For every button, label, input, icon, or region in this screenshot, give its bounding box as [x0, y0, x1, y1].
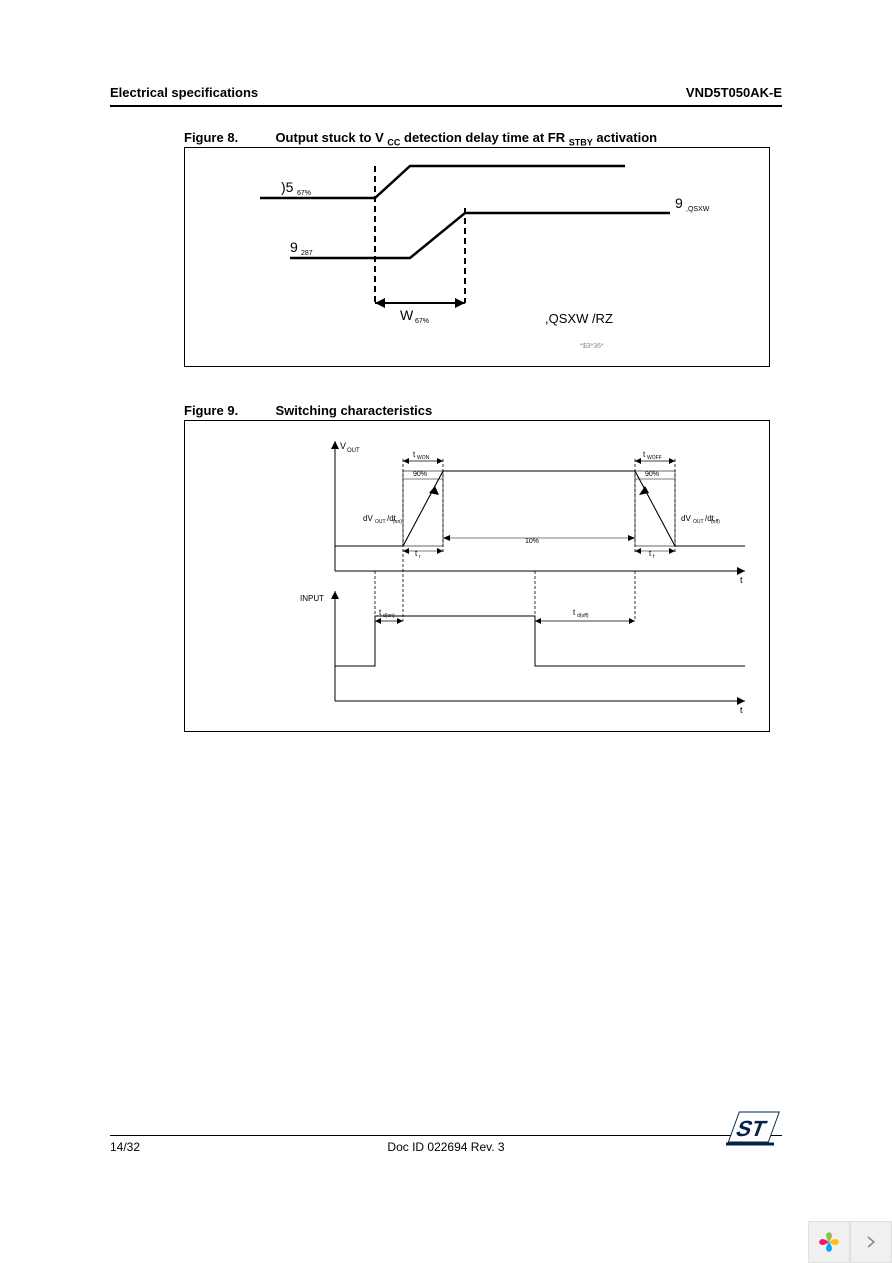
svg-text:t: t [573, 608, 576, 617]
figure9-text: Switching characteristics [275, 403, 432, 418]
svg-text:*$3*36*: *$3*36* [580, 343, 604, 350]
svg-text:INPUT: INPUT [300, 594, 324, 603]
svg-text:t: t [649, 549, 652, 558]
svg-text:OUT: OUT [693, 519, 704, 525]
svg-text:9: 9 [290, 239, 298, 255]
header-part-number: VND5T050AK-E [686, 85, 782, 100]
viewer-logo-button[interactable] [808, 1221, 850, 1263]
svg-text:90%: 90% [645, 471, 659, 478]
svg-text:dV: dV [363, 514, 373, 523]
pinwheel-icon [817, 1230, 841, 1254]
figure8-text1: Output stuck to V [275, 130, 383, 145]
svg-text:t: t [415, 549, 418, 558]
svg-text:f: f [653, 554, 655, 560]
chevron-right-icon [865, 1236, 877, 1248]
figure9-caption: Figure 9. Switching characteristics [184, 403, 432, 418]
figure8-caption: Figure 8. Output stuck to V CC detection… [184, 130, 657, 148]
svg-text:90%: 90% [413, 471, 427, 478]
viewer-nav [808, 1221, 892, 1263]
svg-text:t: t [740, 575, 743, 585]
svg-text:d(on): d(on) [383, 613, 395, 619]
svg-text:t: t [413, 450, 416, 459]
svg-text:10%: 10% [525, 538, 539, 545]
figure9-prefix: Figure 9. [184, 403, 238, 418]
header-rule [110, 105, 782, 107]
svg-text:WON: WON [417, 455, 430, 461]
figure9-diagram: V OUT t 90% 90% 10% t WON [185, 421, 769, 731]
next-page-button[interactable] [850, 1221, 892, 1263]
svg-text:(off): (off) [711, 519, 720, 525]
svg-text:,QSXW /RZ: ,QSXW /RZ [545, 311, 613, 326]
svg-text:V: V [340, 441, 346, 451]
footer-rule [110, 1135, 782, 1136]
svg-text:t: t [643, 450, 646, 459]
figure8-text2: detection delay time at FR [404, 130, 565, 145]
figure8-text3: activation [596, 130, 657, 145]
svg-text:d(off): d(off) [577, 613, 589, 619]
figure8-diagram: )5 67% 9 287 9 ,QSXW W 67% ,QSXW /RZ *$3… [185, 148, 769, 366]
figure9-box: V OUT t 90% 90% 10% t WON [184, 420, 770, 732]
svg-text:WOFF: WOFF [647, 455, 662, 461]
svg-text:OUT: OUT [375, 519, 386, 525]
svg-text:r: r [419, 554, 421, 560]
svg-text:9: 9 [675, 195, 683, 211]
svg-text:67%: 67% [297, 190, 311, 197]
svg-text:)5: )5 [281, 179, 294, 195]
svg-text:OUT: OUT [347, 448, 360, 454]
svg-text:67%: 67% [415, 318, 429, 325]
st-logo: ST [726, 1110, 782, 1153]
header-section-title: Electrical specifications [110, 85, 258, 100]
svg-text:(on): (on) [393, 519, 402, 525]
svg-text:W: W [400, 307, 414, 323]
figure8-box: )5 67% 9 287 9 ,QSXW W 67% ,QSXW /RZ *$3… [184, 147, 770, 367]
figure8-prefix: Figure 8. [184, 130, 238, 145]
svg-text:dV: dV [681, 514, 691, 523]
datasheet-page: Electrical specifications VND5T050AK-E F… [0, 0, 892, 1263]
svg-text:t: t [740, 705, 743, 715]
svg-text:287: 287 [301, 250, 313, 257]
svg-text:,QSXW: ,QSXW [686, 206, 710, 213]
